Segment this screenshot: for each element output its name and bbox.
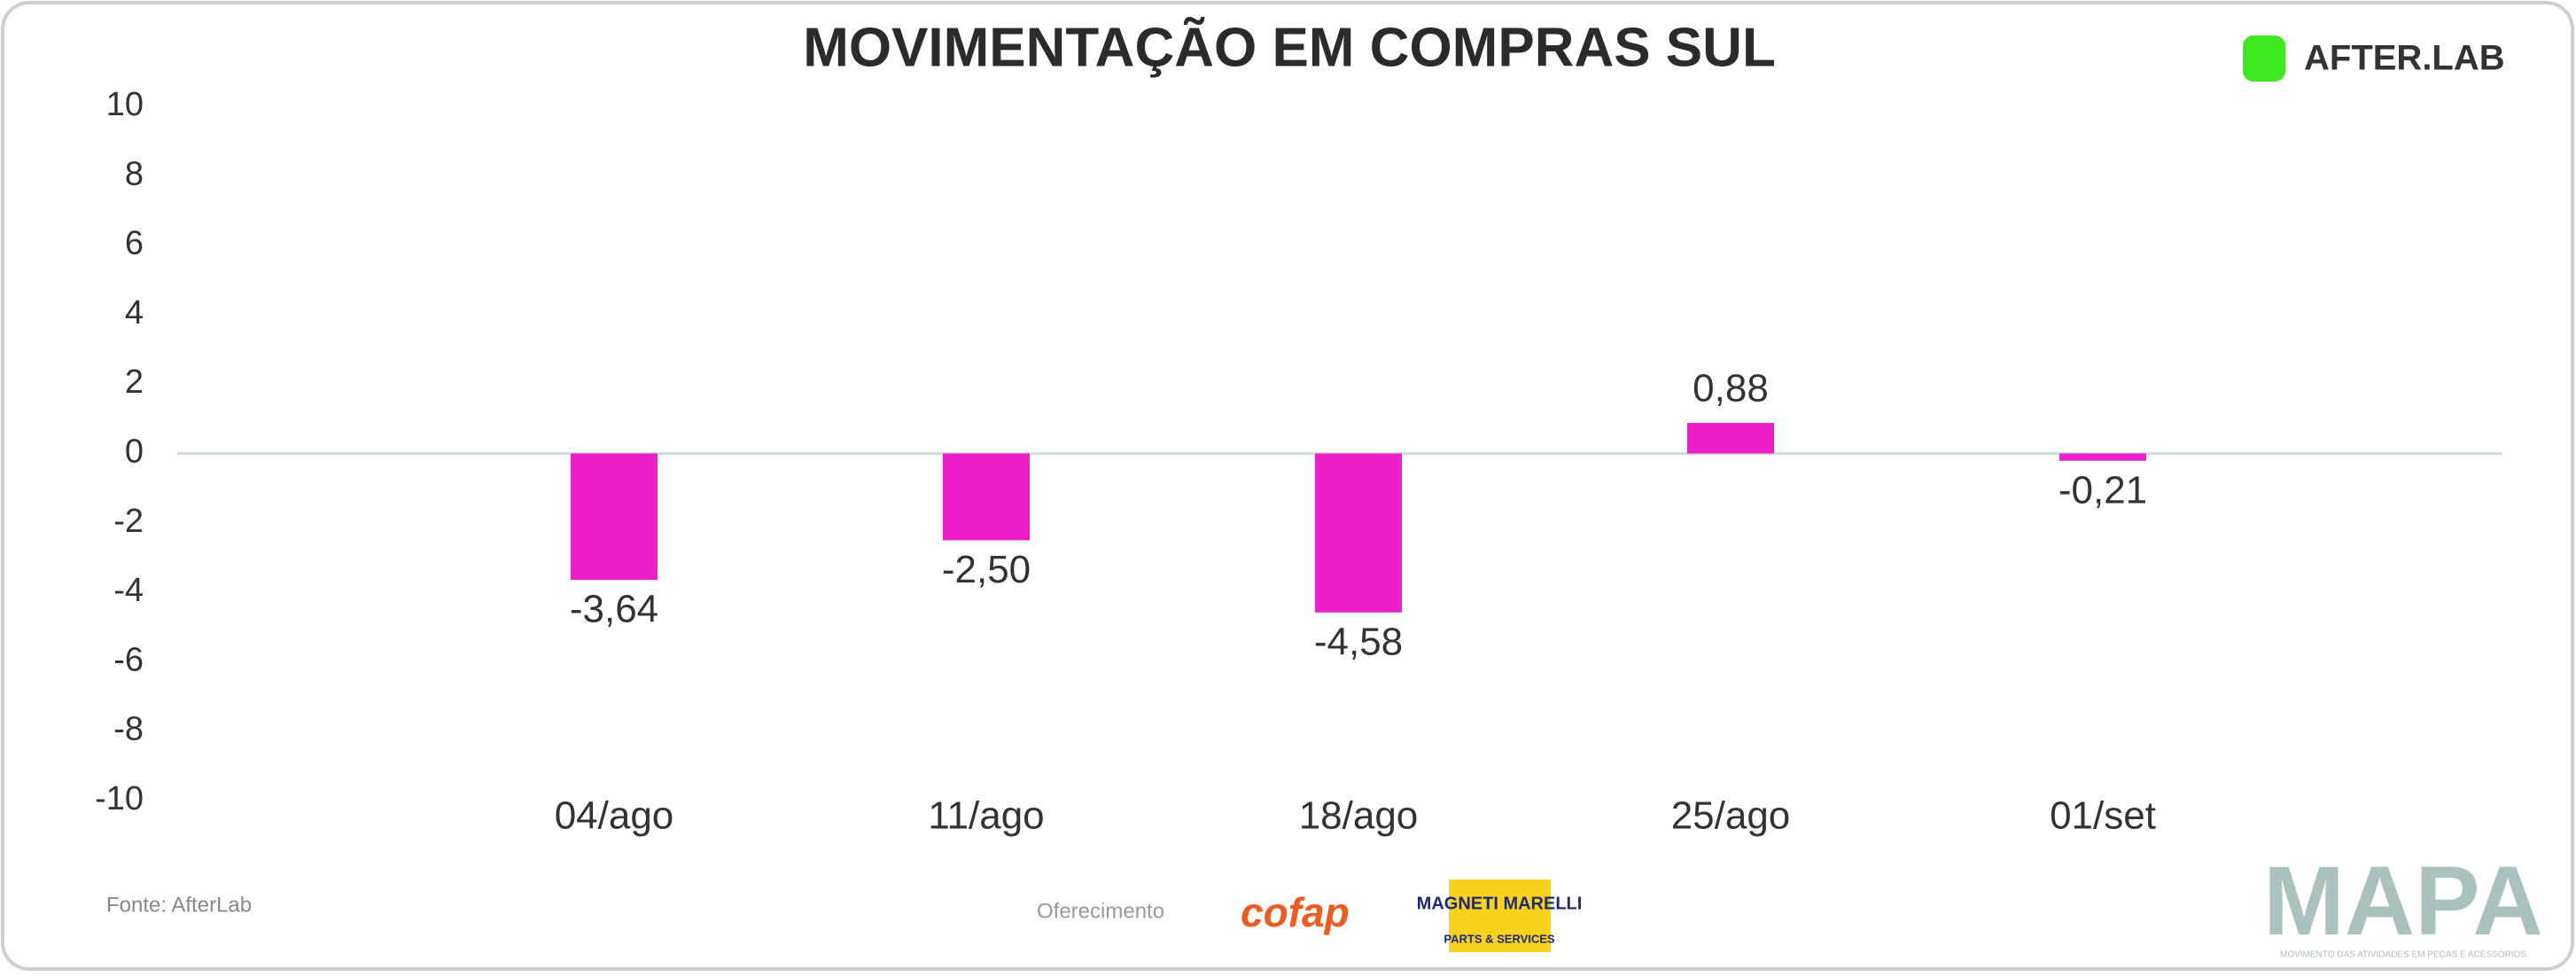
brand-icon	[2243, 35, 2285, 82]
x-tick-label: 04/ago	[555, 794, 674, 838]
y-tick-label: 8	[125, 155, 144, 192]
bar	[943, 453, 1030, 541]
y-tick-label: -4	[113, 572, 144, 609]
value-label: -3,64	[570, 588, 658, 631]
y-tick-label: -10	[95, 780, 144, 817]
value-label: -0,21	[2058, 468, 2147, 512]
y-tick-label: -6	[113, 641, 144, 678]
mapa-logo: MAPA	[2263, 847, 2543, 956]
y-tick-label: 6	[125, 225, 144, 262]
y-tick-label: 10	[106, 86, 144, 123]
bar	[2059, 453, 2146, 461]
sponsor-magneti: MAGNETI MARELLI	[1417, 894, 1583, 913]
sponsor-label: Oferecimento	[1037, 899, 1164, 923]
x-tick-label: 25/ago	[1671, 794, 1791, 838]
x-tick-label: 18/ago	[1299, 794, 1419, 838]
y-tick-label: 0	[125, 434, 144, 471]
value-label: -2,50	[942, 548, 1031, 591]
x-tick-label: 11/ago	[928, 794, 1044, 838]
sponsor-cofap: cofap	[1241, 889, 1350, 935]
y-tick-label: 2	[125, 363, 144, 401]
value-label: -4,58	[1314, 620, 1403, 663]
value-label: 0,88	[1693, 367, 1769, 410]
bar	[1315, 453, 1402, 613]
y-tick-label: -8	[113, 711, 144, 748]
y-tick-label: -2	[113, 503, 144, 540]
bar	[1687, 423, 1774, 454]
y-tick-label: 4	[125, 294, 144, 332]
sponsor-magneti-sub: PARTS & SERVICES	[1444, 932, 1555, 945]
source: Fonte: AfterLab	[106, 893, 252, 917]
chart-title: MOVIMENTAÇÃO EM COMPRAS SUL	[803, 17, 1776, 78]
sponsor-box	[1449, 879, 1551, 952]
brand-logo: AFTER.LAB	[2304, 39, 2505, 78]
mapa-tagline: MOVIMENTO DAS ATIVIDADES EM PEÇAS E ACES…	[2280, 949, 2526, 960]
x-tick-label: 01/set	[2050, 794, 2156, 838]
bar	[571, 453, 658, 581]
